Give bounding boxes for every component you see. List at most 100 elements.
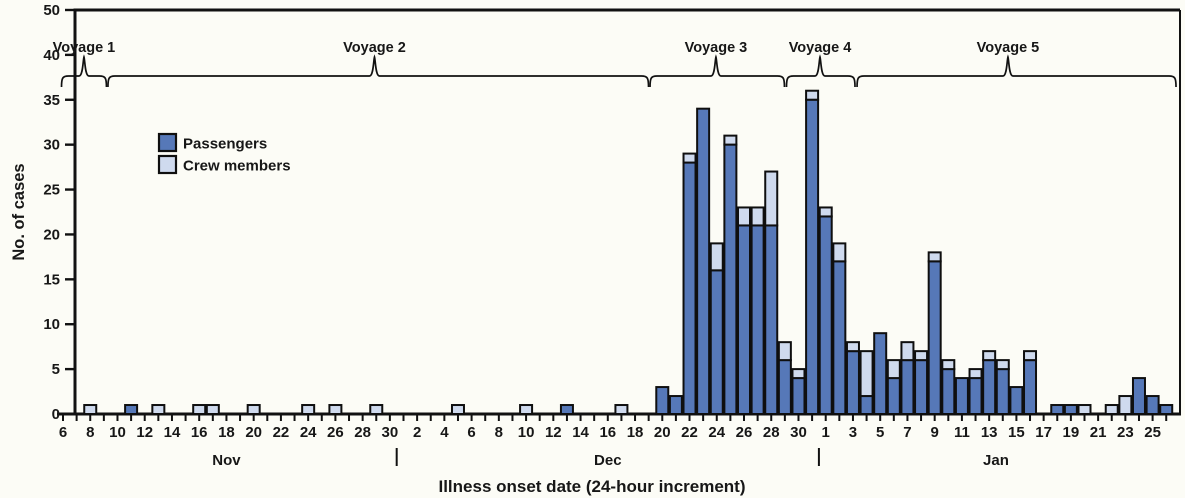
- bar-passengers: [1063, 404, 1078, 415]
- x-tick-label: 12: [136, 424, 153, 441]
- bar-passengers: [668, 395, 683, 416]
- bar-crew: [614, 404, 629, 415]
- bar-crew: [1104, 404, 1119, 415]
- bar-crew: [205, 404, 220, 415]
- x-tick-label: 19: [1063, 424, 1080, 441]
- y-tick-label: 35: [43, 92, 60, 109]
- bar-crew: [941, 359, 956, 371]
- bar-crew: [519, 404, 534, 415]
- bar-crew: [982, 350, 997, 362]
- voyage-brace: [785, 54, 856, 88]
- month-label: Nov: [212, 452, 241, 469]
- x-tick-label: 26: [327, 424, 344, 441]
- x-tick-label: 6: [59, 424, 67, 441]
- bar-crew: [805, 89, 820, 101]
- voyage-label: Voyage 2: [343, 40, 406, 56]
- x-tick-label: 30: [382, 424, 399, 441]
- x-tick-label: 28: [763, 424, 780, 441]
- x-tick-label: 22: [681, 424, 698, 441]
- bar-crew: [246, 404, 261, 415]
- y-tick-label: 15: [43, 271, 60, 288]
- voyage-label: Voyage 4: [789, 40, 852, 56]
- bar-crew: [151, 404, 166, 415]
- y-tick-label: 30: [43, 137, 60, 154]
- bar-passengers: [764, 224, 779, 415]
- bar-crew: [900, 341, 915, 362]
- bar-crew: [777, 341, 792, 362]
- bar-crew: [192, 404, 207, 415]
- bar-passengers: [914, 359, 929, 415]
- voyage-brace: [649, 54, 786, 88]
- bar-crew: [83, 404, 98, 415]
- bar-crew: [791, 368, 806, 380]
- x-tick-label: 24: [300, 424, 317, 441]
- y-tick-label: 10: [43, 316, 60, 333]
- bar-passengers: [723, 143, 738, 415]
- bar-crew: [682, 152, 697, 164]
- x-tick-label: 9: [931, 424, 939, 441]
- bar-passengers: [1145, 395, 1160, 416]
- x-tick-label: 15: [1008, 424, 1025, 441]
- x-tick-label: 12: [545, 424, 562, 441]
- bar-crew: [968, 368, 983, 380]
- bar-passengers: [1023, 359, 1038, 415]
- y-tick-label: 0: [52, 406, 60, 423]
- y-tick-label: 50: [43, 2, 60, 19]
- x-tick-label: 26: [736, 424, 753, 441]
- x-tick-label: 23: [1117, 424, 1134, 441]
- bar-passengers: [859, 395, 874, 416]
- bar-crew: [859, 350, 874, 398]
- bar-passengers: [682, 161, 697, 415]
- x-tick-label: 11: [954, 424, 970, 441]
- x-tick-label: 21: [1090, 424, 1107, 441]
- x-tick-label: 28: [354, 424, 371, 441]
- bar-passengers: [737, 224, 751, 415]
- legend-swatch-crew: [157, 154, 178, 175]
- bar-passengers: [968, 377, 983, 415]
- bar-passengers: [750, 224, 765, 415]
- bar-crew: [845, 341, 860, 353]
- bar-passengers: [886, 377, 901, 415]
- voyage-brace: [107, 54, 650, 88]
- x-tick-label: 17: [1035, 424, 1052, 441]
- y-tick-label: 20: [43, 226, 60, 243]
- bar-crew: [750, 206, 765, 227]
- bar-passengers: [982, 359, 997, 415]
- bar-crew: [1118, 395, 1133, 416]
- month-label: Jan: [983, 452, 1009, 469]
- bar-crew: [832, 242, 847, 263]
- bar-passengers: [805, 98, 820, 415]
- bar-crew: [995, 359, 1010, 371]
- bar-crew: [818, 206, 833, 218]
- bar-crew: [709, 242, 724, 272]
- x-tick-label: 7: [903, 424, 911, 441]
- bar-crew: [328, 404, 343, 415]
- bar-crew: [737, 206, 751, 227]
- x-tick-label: 20: [654, 424, 671, 441]
- x-axis-title: Illness onset date (24-hour increment): [438, 477, 745, 496]
- bar-passengers: [709, 269, 724, 415]
- bar-passengers: [124, 404, 139, 415]
- x-tick-label: 8: [495, 424, 503, 441]
- y-tick-label: 25: [43, 182, 60, 199]
- bar-passengers: [941, 368, 956, 416]
- bar-passengers: [791, 377, 806, 415]
- x-tick-label: 16: [599, 424, 616, 441]
- y-tick-label: 40: [43, 47, 60, 64]
- voyage-brace: [60, 54, 108, 88]
- voyage-label: Voyage 5: [977, 40, 1040, 56]
- x-tick-label: 16: [191, 424, 208, 441]
- bar-crew: [886, 359, 901, 380]
- x-tick-label: 13: [981, 424, 998, 441]
- x-tick-label: 4: [440, 424, 449, 441]
- bar-crew: [914, 350, 929, 362]
- x-tick-label: 18: [627, 424, 644, 441]
- bar-passengers: [1050, 404, 1065, 415]
- x-tick-label: 3: [849, 424, 857, 441]
- x-tick-label: 2: [413, 424, 421, 441]
- bar-crew: [764, 170, 779, 227]
- voyage-label: Voyage 3: [685, 40, 748, 56]
- bar-crew: [369, 404, 384, 415]
- x-tick-label: 10: [518, 424, 535, 441]
